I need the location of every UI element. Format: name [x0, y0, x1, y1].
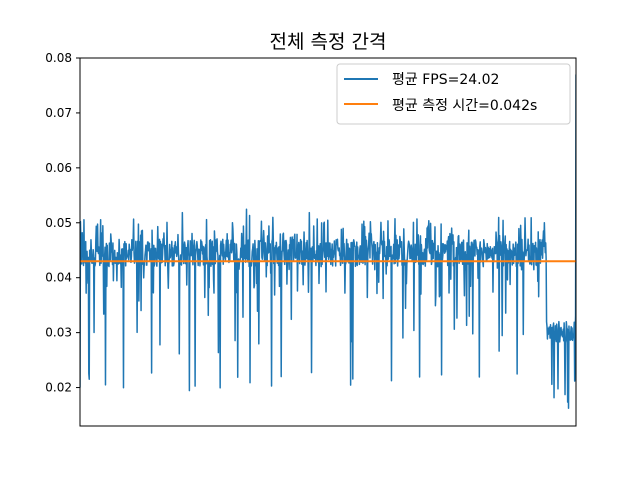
- y-tick-label: 0.02: [45, 381, 72, 395]
- plot-area: 0.02 0.03 0.04 0.05 0.06 0.07 0.08: [45, 51, 577, 427]
- y-tick-label: 0.06: [45, 161, 72, 175]
- axes-frame: [79, 57, 577, 427]
- y-tick-label: 0.03: [45, 326, 72, 340]
- y-tick-label: 0.04: [45, 271, 72, 285]
- legend: 평균 FPS=24.02 평균 측정 시간=0.042s: [336, 63, 571, 125]
- chart-title: 전체 측정 간격: [270, 31, 387, 53]
- legend-box: [336, 63, 571, 125]
- y-axis: 0.02 0.03 0.04 0.05 0.06 0.07 0.08: [45, 51, 80, 395]
- y-tick-label: 0.08: [45, 51, 72, 65]
- legend-label-fps: 평균 FPS=24.02: [392, 72, 499, 88]
- y-tick-label: 0.07: [45, 106, 72, 120]
- legend-label-mean-time: 평균 측정 시간=0.042s: [392, 98, 537, 114]
- y-tick-label: 0.05: [45, 216, 72, 230]
